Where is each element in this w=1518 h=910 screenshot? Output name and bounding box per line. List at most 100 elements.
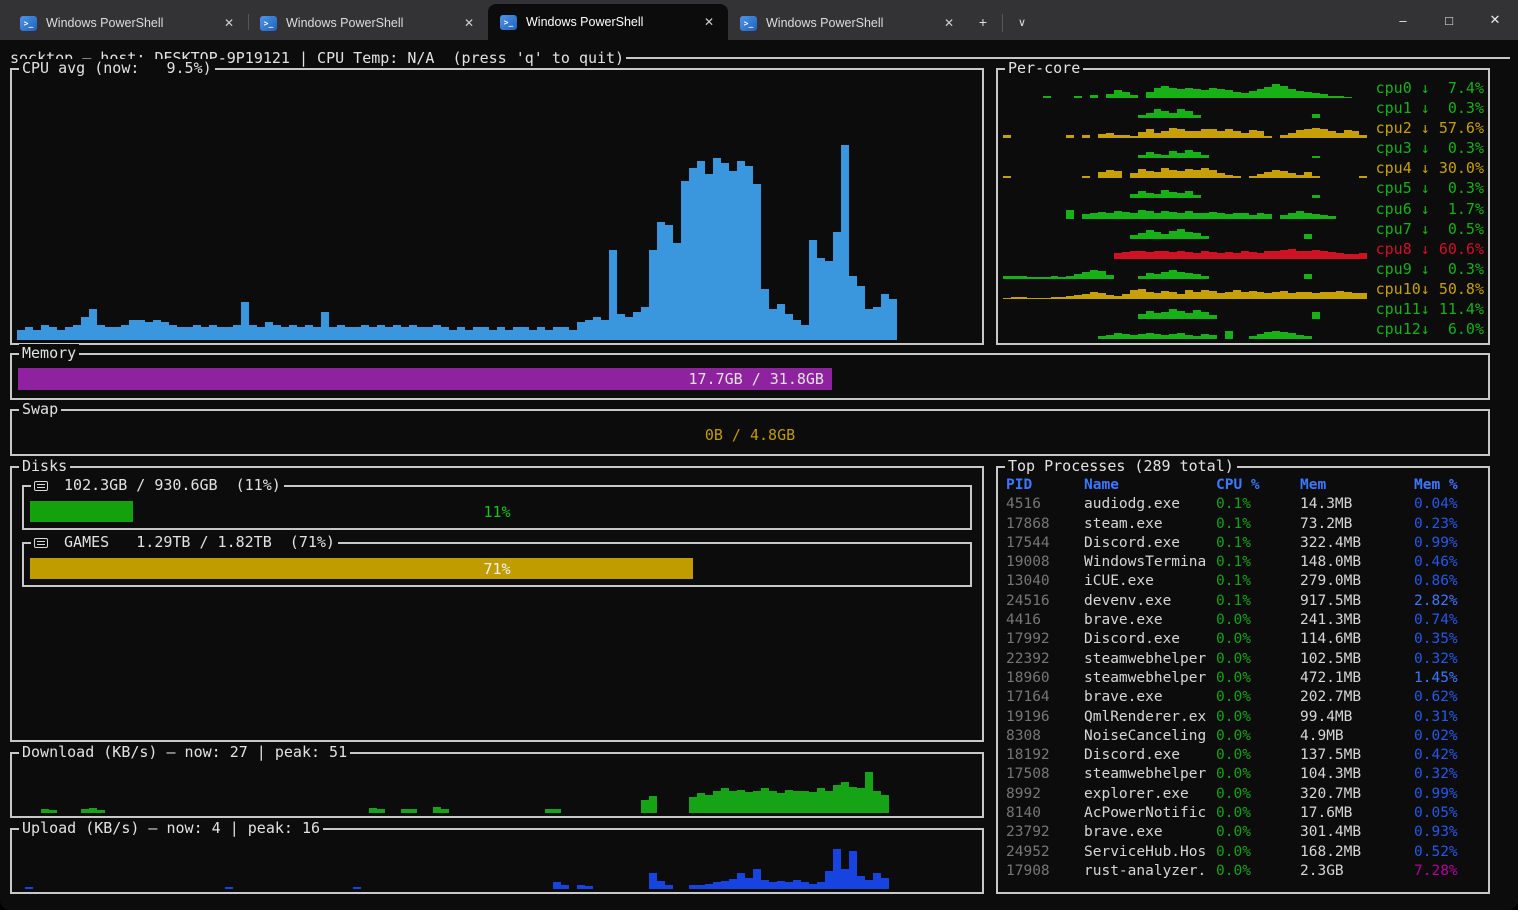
tab-1[interactable]: >_ Windows PowerShell ✕: [248, 6, 488, 40]
process-row: 17868 steam.exe 0.1% 73.2MB 0.23%: [1006, 515, 1484, 534]
process-row: 19008 WindowsTermina 0.1% 148.0MB 0.46%: [1006, 553, 1484, 572]
process-row: 4416 brave.exe 0.0% 241.3MB 0.74%: [1006, 611, 1484, 630]
col-mem: Mem: [1300, 477, 1327, 493]
mem-pct-cell: 0.32%: [1414, 766, 1458, 783]
tab-2[interactable]: >_ Windows PowerShell ✕: [488, 4, 728, 40]
per-core-row-0: cpu0 ↓ 7.4%: [1003, 78, 1484, 99]
per-core-chart-6: [1003, 198, 1368, 219]
col-mem-pct: Mem %: [1414, 477, 1458, 493]
per-core-panel: Per-core cpu0 ↓ 7.4% cpu1 ↓ 0.3% cpu2 ↓ 57…: [996, 59, 1490, 345]
pid-cell: 19008: [1006, 554, 1050, 571]
per-core-label-1: cpu1 ↓ 0.3%: [1375, 99, 1484, 118]
mem-cell: 2.3GB: [1300, 862, 1344, 879]
memory-meter-fill: 17.7GB / 31.8GB: [18, 368, 832, 390]
powershell-icon: >_: [740, 15, 757, 31]
mem-pct-cell: 0.32%: [1414, 650, 1458, 667]
cpu-cell: 0.0%: [1216, 805, 1251, 822]
process-table-header: PID Name CPU % Mem Mem %: [1006, 476, 1484, 495]
new-tab-button[interactable]: +: [978, 14, 988, 30]
mem-cell: 104.3MB: [1300, 766, 1362, 783]
per-core-label-4: cpu4 ↓ 30.0%: [1375, 159, 1484, 178]
cpu-cell: 0.1%: [1216, 515, 1251, 532]
name-cell: ServiceHub.Hos: [1084, 843, 1207, 860]
cpu-cell: 0.0%: [1216, 766, 1251, 783]
process-row: 18960 steamwebhelper 0.0% 472.1MB 1.45%: [1006, 669, 1484, 688]
per-core-chart-12: [1003, 319, 1368, 340]
cpu-cell: 0.0%: [1216, 631, 1251, 648]
upload-chart: [17, 844, 977, 889]
disks-title: Disks: [19, 457, 71, 476]
tab-close-icon[interactable]: ✕: [943, 16, 955, 30]
per-core-chart-1: [1003, 98, 1368, 119]
terminal-content: socktop — host: DESKTOP-9P19121 | CPU Te…: [0, 40, 1518, 910]
pid-cell: 24516: [1006, 592, 1050, 609]
disk-icon: [34, 537, 48, 548]
mem-cell: 202.7MB: [1300, 689, 1362, 706]
mem-cell: 472.1MB: [1300, 669, 1362, 686]
cpu-avg-title: CPU avg (now: 9.5%): [19, 59, 215, 78]
memory-title: Memory: [19, 344, 80, 363]
upload-title: Upload (KB/s) — now: 4 | peak: 16: [19, 819, 324, 838]
mem-pct-cell: 0.35%: [1414, 631, 1458, 648]
swap-meter: 0B / 4.8GB: [18, 424, 1482, 446]
process-row: 8308 NoiseCanceling 0.0% 4.9MB 0.02%: [1006, 727, 1484, 746]
name-cell: audiodg.exe: [1084, 496, 1181, 513]
process-row: 18192 Discord.exe 0.0% 137.5MB 0.42%: [1006, 746, 1484, 765]
pid-cell: 17164: [1006, 689, 1050, 706]
cpu-avg-chart: [17, 84, 977, 340]
powershell-icon: >_: [500, 14, 517, 30]
name-cell: brave.exe: [1084, 824, 1163, 841]
per-core-row-12: cpu12↓ 6.0%: [1003, 319, 1484, 340]
minimize-button[interactable]: –: [1399, 12, 1407, 28]
name-cell: explorer.exe: [1084, 785, 1189, 802]
tab-close-icon[interactable]: ✕: [703, 15, 715, 29]
maximize-button[interactable]: □: [1445, 12, 1453, 28]
process-row: 4516 audiodg.exe 0.1% 14.3MB 0.04%: [1006, 495, 1484, 514]
tab-3[interactable]: >_ Windows PowerShell ✕: [728, 6, 968, 40]
mem-pct-cell: 0.93%: [1414, 824, 1458, 841]
app-header-rule: [626, 56, 1510, 59]
process-row: 22392 steamwebhelper 0.0% 102.5MB 0.32%: [1006, 650, 1484, 669]
col-cpu: CPU %: [1216, 477, 1260, 493]
tab-dropdown-button[interactable]: ∨: [1017, 16, 1027, 29]
process-row: 17544 Discord.exe 0.1% 322.4MB 0.99%: [1006, 534, 1484, 553]
mem-pct-cell: 0.05%: [1414, 805, 1458, 822]
pid-cell: 8992: [1006, 785, 1041, 802]
tab-close-icon[interactable]: ✕: [463, 16, 475, 30]
pid-cell: 17868: [1006, 515, 1050, 532]
name-cell: brave.exe: [1084, 612, 1163, 629]
app-header-text: socktop — host: DESKTOP-9P19121 | CPU Te…: [10, 48, 625, 67]
mem-cell: 241.3MB: [1300, 612, 1362, 629]
name-cell: steam.exe: [1084, 515, 1163, 532]
pid-cell: 8308: [1006, 727, 1041, 744]
upload-panel: Upload (KB/s) — now: 4 | peak: 16: [10, 819, 984, 894]
mem-cell: 102.5MB: [1300, 650, 1362, 667]
tab-title: Windows PowerShell: [526, 15, 644, 29]
cpu-cell: 0.0%: [1216, 612, 1251, 629]
mem-pct-cell: 2.82%: [1414, 592, 1458, 609]
process-row: 13040 iCUE.exe 0.1% 279.0MB 0.86%: [1006, 572, 1484, 591]
disk-0-percent-label: 11%: [483, 502, 511, 521]
name-cell: brave.exe: [1084, 689, 1163, 706]
name-cell: rust-analyzer.: [1084, 862, 1207, 879]
mem-cell: 917.5MB: [1300, 592, 1362, 609]
close-button[interactable]: ✕: [1489, 12, 1501, 27]
per-core-row-5: cpu5 ↓ 0.3%: [1003, 178, 1484, 199]
per-core-label-12: cpu12↓ 6.0%: [1375, 320, 1484, 339]
titlebar-separator: [1002, 14, 1003, 32]
name-cell: Discord.exe: [1084, 534, 1181, 551]
process-row: 17908 rust-analyzer. 0.0% 2.3GB 7.28%: [1006, 862, 1484, 881]
name-cell: NoiseCanceling: [1084, 727, 1207, 744]
tab-close-icon[interactable]: ✕: [223, 16, 235, 30]
disk-1-meter: 71%: [30, 558, 964, 579]
pid-cell: 17544: [1006, 534, 1050, 551]
process-row: 24952 ServiceHub.Hos 0.0% 168.2MB 0.52%: [1006, 843, 1484, 862]
cpu-cell: 0.0%: [1216, 669, 1251, 686]
pid-cell: 4516: [1006, 496, 1041, 513]
tab-0[interactable]: >_ Windows PowerShell ✕: [8, 6, 248, 40]
mem-pct-cell: 0.42%: [1414, 747, 1458, 764]
mem-pct-cell: 1.45%: [1414, 669, 1458, 686]
swap-usage-label: 0B / 4.8GB: [704, 426, 796, 444]
process-row: 8992 explorer.exe 0.0% 320.7MB 0.99%: [1006, 785, 1484, 804]
